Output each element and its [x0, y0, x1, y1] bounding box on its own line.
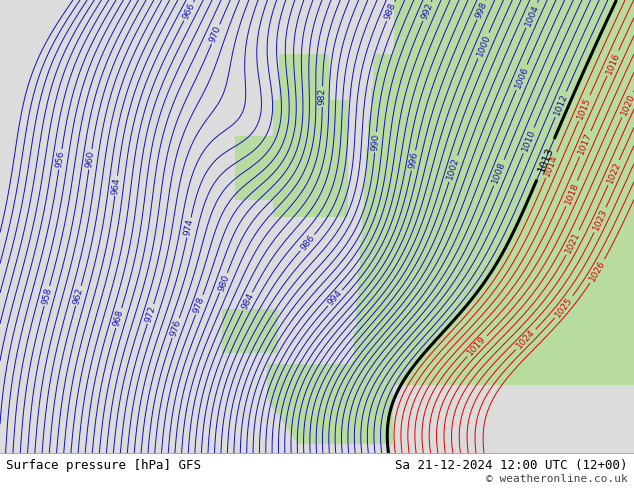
Text: 996: 996 [408, 151, 420, 170]
Text: 1017: 1017 [577, 131, 593, 156]
Text: 962: 962 [72, 286, 85, 305]
Text: 974: 974 [183, 219, 195, 237]
Text: 1016: 1016 [604, 51, 621, 75]
Text: 1023: 1023 [592, 208, 609, 232]
Text: 994: 994 [326, 289, 344, 308]
Text: 986: 986 [299, 233, 316, 252]
Text: 1024: 1024 [515, 328, 537, 351]
Text: 972: 972 [144, 304, 157, 323]
Text: 960: 960 [85, 150, 96, 169]
Text: 1010: 1010 [521, 128, 537, 153]
Text: 1012: 1012 [552, 92, 569, 117]
Text: 984: 984 [240, 292, 256, 311]
Text: 978: 978 [192, 295, 207, 315]
Text: 970: 970 [209, 24, 223, 44]
Text: 1013: 1013 [536, 145, 555, 173]
Text: 1019: 1019 [466, 335, 488, 358]
Text: Sa 21-12-2024 12:00 UTC (12+00): Sa 21-12-2024 12:00 UTC (12+00) [395, 459, 628, 472]
Text: 980: 980 [216, 273, 231, 292]
Text: 976: 976 [169, 318, 183, 338]
Text: 998: 998 [474, 0, 489, 20]
Text: 982: 982 [318, 88, 327, 105]
Text: 1004: 1004 [523, 3, 540, 27]
Text: 1006: 1006 [513, 65, 530, 90]
Text: Surface pressure [hPa] GFS: Surface pressure [hPa] GFS [6, 459, 202, 472]
Text: 1002: 1002 [446, 156, 461, 181]
Text: 964: 964 [111, 177, 122, 195]
Text: 968: 968 [112, 309, 126, 328]
Text: 956: 956 [55, 150, 66, 169]
Text: 1000: 1000 [475, 33, 492, 58]
Text: 992: 992 [420, 2, 434, 21]
Text: 958: 958 [41, 286, 53, 305]
Text: 1022: 1022 [605, 160, 622, 185]
Text: 988: 988 [384, 1, 398, 21]
Text: 1018: 1018 [563, 181, 580, 206]
Text: 990: 990 [370, 133, 381, 151]
Text: 1025: 1025 [553, 295, 574, 319]
Text: 1014: 1014 [543, 153, 560, 177]
Text: 1020: 1020 [619, 92, 634, 117]
Text: 1021: 1021 [564, 230, 582, 255]
Text: 1026: 1026 [588, 259, 607, 283]
Text: © weatheronline.co.uk: © weatheronline.co.uk [486, 474, 628, 484]
Text: 1015: 1015 [576, 96, 593, 121]
Text: 966: 966 [181, 1, 197, 21]
Text: 1008: 1008 [491, 160, 507, 185]
